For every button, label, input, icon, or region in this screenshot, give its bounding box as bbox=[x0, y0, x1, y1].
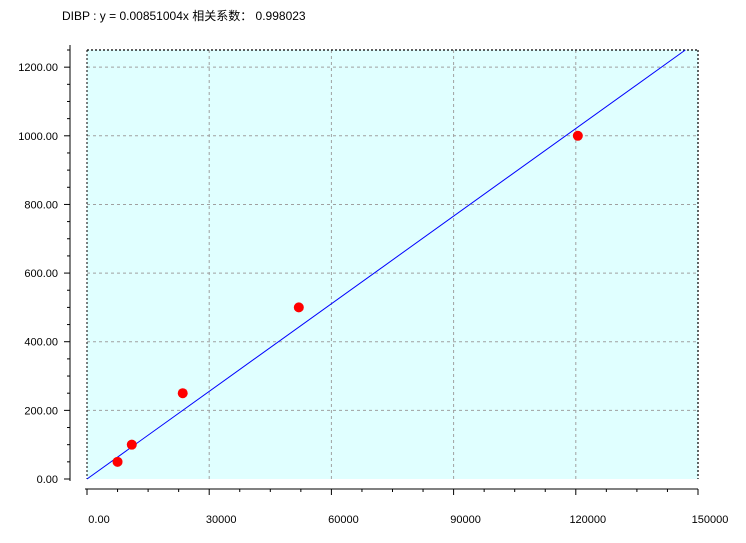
y-tick-label-5: 1000.00 bbox=[18, 131, 58, 143]
fit-line bbox=[86, 49, 686, 480]
data-points bbox=[112, 130, 583, 467]
x-tick-label-4: 120000 bbox=[569, 514, 606, 526]
axes bbox=[69, 45, 699, 490]
data-point-2 bbox=[177, 388, 188, 399]
y-axis-ticks: 0.00 200.00 400.00 600.00 800.00 1000.00 1200.… bbox=[18, 49, 70, 486]
y-tick-label-6: 1200.00 bbox=[18, 62, 58, 74]
y-tick-label-4: 800.00 bbox=[24, 199, 58, 211]
data-point-4 bbox=[572, 130, 583, 141]
chart-title: DIBP : y = 0.00851004x 相关系数： 0.998023 bbox=[62, 8, 306, 23]
y-tick-label-0: 0.00 bbox=[37, 474, 58, 486]
x-tick-label-2: 60000 bbox=[328, 514, 359, 526]
y-tick-label-3: 600.00 bbox=[24, 268, 58, 280]
x-tick-label-5: 150000 bbox=[692, 514, 729, 526]
y-tick-label-1: 200.00 bbox=[24, 405, 58, 417]
y-tick-label-2: 400.00 bbox=[24, 337, 58, 349]
x-tick-label-3: 90000 bbox=[450, 514, 481, 526]
plot-area bbox=[87, 50, 698, 479]
x-tick-label-0: 0.00 bbox=[88, 514, 109, 526]
data-point-3 bbox=[293, 302, 304, 313]
x-axis-ticks: 0.00 30000 60000 90000 120000 150000 bbox=[86, 489, 729, 526]
fit-line-group bbox=[86, 49, 686, 480]
data-point-0 bbox=[112, 456, 123, 467]
data-point-1 bbox=[126, 439, 137, 450]
x-tick-label-1: 30000 bbox=[206, 514, 237, 526]
